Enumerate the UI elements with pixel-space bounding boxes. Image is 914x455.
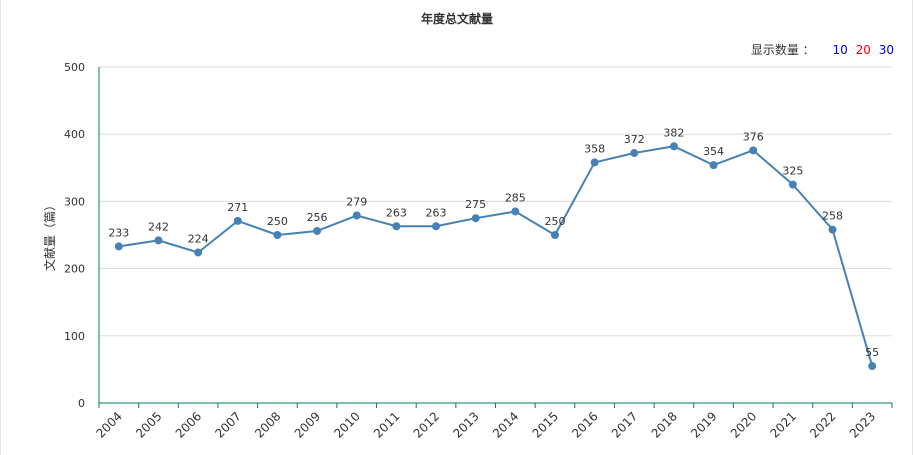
data-label: 250 bbox=[267, 215, 288, 228]
x-tick-label: 2022 bbox=[807, 409, 838, 440]
data-label: 275 bbox=[465, 198, 486, 211]
x-tick-label: 2005 bbox=[133, 409, 164, 440]
data-label: 271 bbox=[227, 201, 248, 214]
data-point bbox=[392, 222, 401, 231]
data-label: 263 bbox=[426, 206, 447, 219]
data-point bbox=[352, 211, 361, 220]
data-point bbox=[749, 146, 758, 155]
x-tick-label: 2018 bbox=[649, 409, 680, 440]
x-tick-label: 2006 bbox=[173, 409, 204, 440]
y-tick-label: 200 bbox=[64, 263, 85, 276]
y-tick-label: 0 bbox=[78, 397, 85, 410]
series-layer bbox=[114, 142, 877, 371]
data-label: 354 bbox=[703, 145, 724, 158]
data-point bbox=[233, 216, 242, 225]
data-point bbox=[788, 180, 797, 189]
chart-title: 年度总文献量 bbox=[420, 12, 493, 26]
data-point bbox=[511, 207, 520, 216]
data-point bbox=[828, 225, 837, 234]
data-label: 242 bbox=[148, 220, 169, 233]
data-label: 382 bbox=[663, 126, 684, 139]
data-point bbox=[194, 248, 203, 257]
y-tick-labels: 0 100 200 300 400 500 bbox=[64, 61, 85, 410]
data-label: 258 bbox=[822, 210, 843, 223]
data-point bbox=[114, 242, 123, 251]
data-label: 372 bbox=[624, 133, 645, 146]
data-label: 224 bbox=[188, 232, 209, 245]
x-tick-label: 2011 bbox=[371, 409, 402, 440]
x-tick-label: 2023 bbox=[847, 409, 878, 440]
data-label: 256 bbox=[307, 211, 328, 224]
y-tick-label: 100 bbox=[64, 330, 85, 343]
y-axis-label: 文献量（篇） bbox=[42, 199, 57, 271]
x-tick-label: 2009 bbox=[292, 409, 323, 440]
data-point bbox=[154, 236, 163, 245]
data-point bbox=[590, 158, 599, 167]
x-tick-label: 2019 bbox=[688, 409, 719, 440]
x-tick-label: 2010 bbox=[331, 409, 362, 440]
data-point bbox=[868, 362, 877, 371]
x-tick-label: 2012 bbox=[411, 409, 442, 440]
x-tick-label: 2015 bbox=[530, 409, 561, 440]
display-count-label: 显示数量 ： bbox=[750, 43, 815, 57]
grid-lines bbox=[99, 66, 892, 337]
x-axis: 2004 2005 2006 2007 2008 2009 2010 2011 2012 2013… bbox=[93, 67, 893, 441]
x-tick-label: 2004 bbox=[93, 409, 124, 440]
data-label: 358 bbox=[584, 142, 605, 155]
data-label: 325 bbox=[782, 165, 803, 178]
data-point bbox=[709, 161, 718, 170]
data-labels: 233 242 224 271 250 256 279 263 263 275 285 250 358 3… bbox=[108, 126, 879, 359]
data-label: 55 bbox=[865, 346, 879, 359]
data-point bbox=[432, 222, 441, 231]
y-tick-label: 500 bbox=[64, 61, 85, 74]
x-tick-label: 2021 bbox=[767, 409, 798, 440]
series-line bbox=[118, 145, 874, 367]
x-tick-label: 2013 bbox=[450, 409, 481, 440]
data-label: 376 bbox=[743, 130, 764, 143]
data-point bbox=[550, 231, 559, 239]
x-tick-label: 2008 bbox=[252, 409, 283, 440]
data-point bbox=[273, 231, 282, 239]
x-tick-label: 2017 bbox=[609, 409, 640, 440]
y-tick-label: 300 bbox=[64, 195, 85, 208]
display-option-20[interactable]: 20 bbox=[855, 43, 871, 57]
data-point bbox=[471, 214, 480, 223]
data-label: 250 bbox=[544, 215, 565, 228]
data-label: 279 bbox=[346, 196, 367, 209]
x-tick-label: 2007 bbox=[212, 409, 243, 440]
data-label: 285 bbox=[505, 191, 526, 204]
x-tick-label: 2016 bbox=[569, 409, 600, 440]
data-label: 233 bbox=[108, 226, 129, 239]
display-count-bar: 显示数量 ： 10 20 30 bbox=[747, 41, 894, 58]
data-point bbox=[313, 226, 322, 235]
data-point bbox=[630, 149, 639, 158]
data-point bbox=[669, 142, 678, 151]
x-tick-label: 2020 bbox=[728, 409, 759, 440]
display-option-10[interactable]: 10 bbox=[832, 43, 848, 57]
y-tick-label: 400 bbox=[64, 128, 85, 141]
data-label: 263 bbox=[386, 206, 407, 219]
display-option-30[interactable]: 30 bbox=[878, 43, 894, 57]
x-tick-label: 2014 bbox=[490, 409, 521, 440]
